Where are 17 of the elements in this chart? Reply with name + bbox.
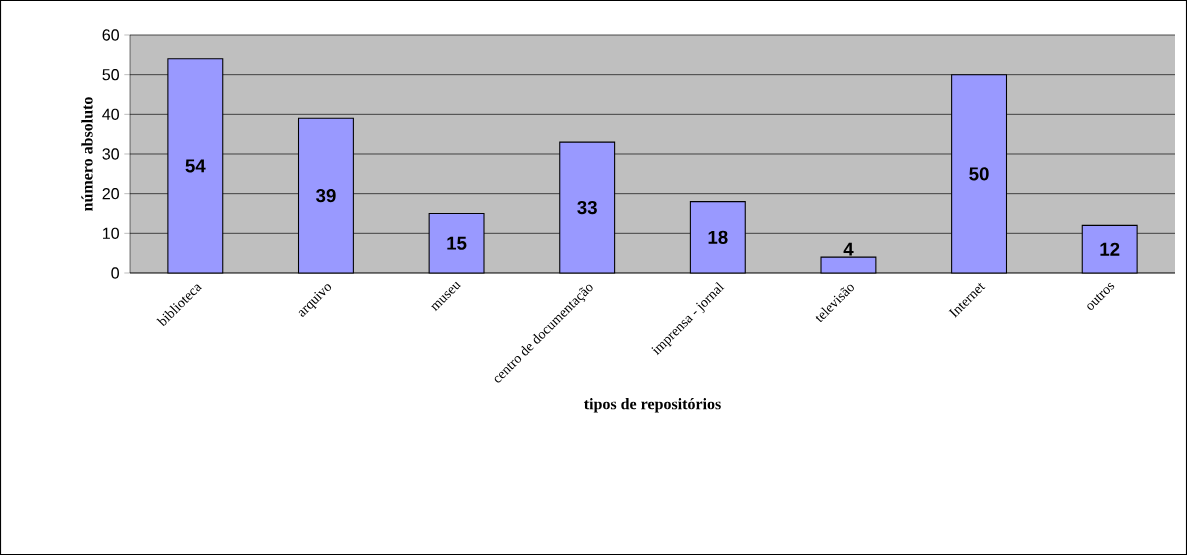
- data-label: 50: [969, 167, 989, 181]
- data-label: 12: [1100, 242, 1120, 256]
- y-tick-label: 0: [111, 267, 119, 279]
- data-label: 4: [843, 242, 854, 256]
- data-label: 15: [447, 236, 467, 250]
- y-axis-title: número absoluto: [81, 97, 93, 211]
- y-tick-label: 30: [102, 148, 119, 160]
- data-label: 18: [708, 230, 728, 244]
- x-axis-title: tipos de repositórios: [584, 398, 721, 413]
- y-tick-label: 20: [102, 188, 119, 200]
- y-tick-label: 60: [102, 29, 119, 41]
- data-label: 33: [577, 200, 597, 215]
- y-tick-label: 50: [102, 69, 119, 81]
- data-label: 54: [185, 159, 206, 173]
- data-label: 39: [315, 189, 336, 203]
- y-tick-label: 40: [102, 108, 119, 120]
- y-tick-label: 10: [103, 227, 119, 239]
